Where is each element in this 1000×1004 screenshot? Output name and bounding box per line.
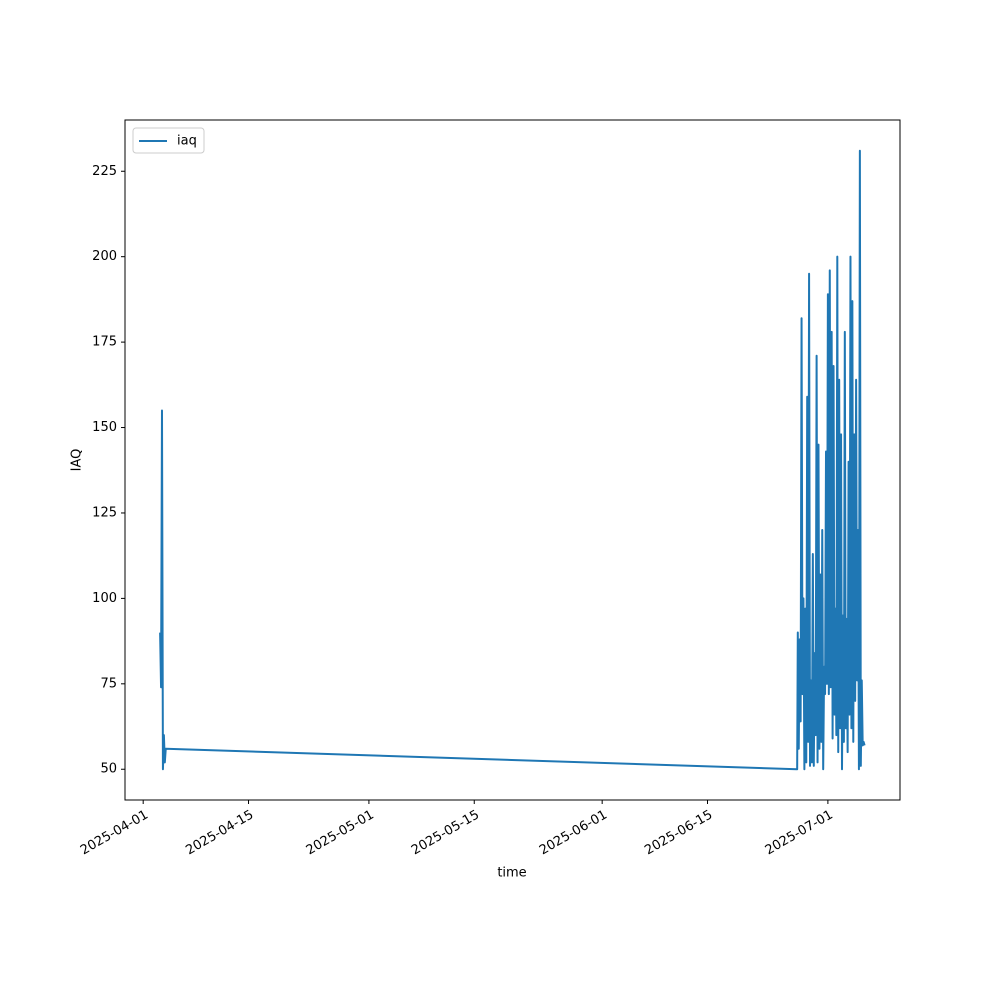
y-tick-label: 125	[92, 505, 117, 520]
x-tick-label: 2025-04-15	[183, 808, 256, 859]
y-tick-label: 100	[92, 591, 117, 606]
x-tick-label: 2025-06-15	[642, 808, 715, 859]
y-tick-label: 225	[92, 164, 117, 179]
legend-label: iaq	[177, 134, 197, 149]
plot-frame	[124, 119, 901, 801]
legend: iaq	[132, 127, 205, 154]
legend-box	[132, 127, 205, 154]
y-tick-label: 150	[92, 420, 117, 435]
x-tick-label: 2025-05-15	[409, 808, 482, 859]
x-tick-label: 2025-07-01	[763, 808, 836, 859]
y-tick-label: 50	[100, 762, 117, 777]
y-tick-label: 200	[92, 249, 117, 264]
x-tick-label: 2025-04-01	[78, 808, 151, 859]
x-axis-label: time	[497, 866, 526, 881]
x-tick-label: 2025-05-01	[304, 808, 377, 859]
y-tick-label: 75	[100, 676, 117, 691]
x-tick-label: 2025-06-01	[537, 808, 610, 859]
y-axis-label: IAQ	[70, 449, 85, 472]
y-tick-label: 175	[92, 335, 117, 350]
data-line	[159, 149, 866, 771]
